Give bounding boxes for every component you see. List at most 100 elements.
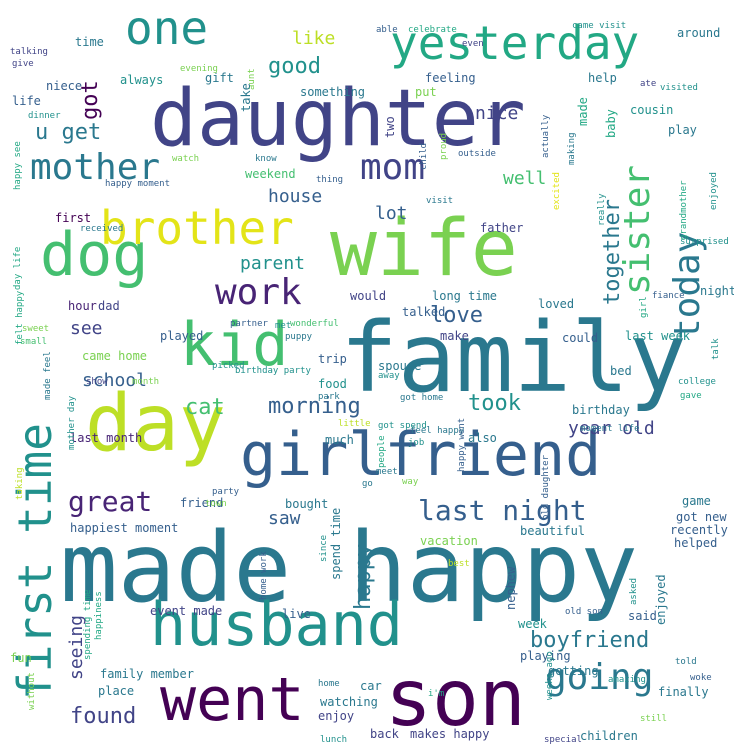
- word: happiest moment: [70, 521, 179, 535]
- word: birthday: [572, 403, 630, 417]
- word: great: [68, 485, 153, 518]
- word: makes happy: [410, 727, 490, 741]
- word: bed: [610, 364, 632, 378]
- word: dog: [40, 220, 149, 290]
- word: live: [282, 607, 311, 621]
- word: saw: [268, 508, 301, 529]
- word: nephew: [504, 566, 518, 610]
- word: last month: [70, 431, 143, 445]
- word: still: [640, 714, 668, 724]
- word: outside: [458, 149, 496, 159]
- word: old daughter: [541, 454, 551, 520]
- word: year old: [568, 418, 655, 439]
- word: moment life: [580, 424, 640, 434]
- word: told: [675, 657, 697, 667]
- word: around: [677, 26, 721, 40]
- word: away: [378, 371, 400, 381]
- word: picked: [212, 361, 245, 371]
- word: partner: [230, 319, 268, 329]
- word: able: [376, 25, 398, 35]
- word: father: [480, 221, 524, 235]
- word: vacation: [420, 534, 478, 548]
- word: watch: [172, 154, 200, 164]
- word: little: [338, 419, 371, 429]
- word: going: [545, 657, 654, 698]
- word: wonderful: [290, 319, 339, 329]
- word: happiness: [94, 591, 104, 640]
- word: month: [132, 377, 160, 387]
- word: children: [580, 729, 638, 743]
- word: party: [212, 487, 240, 497]
- word: yesterday: [390, 16, 640, 70]
- word: weekend: [245, 167, 296, 181]
- word: made happy: [60, 512, 638, 624]
- word: excited: [552, 172, 562, 210]
- word: good: [268, 54, 321, 79]
- word: made: [576, 97, 590, 126]
- word: home work: [259, 551, 269, 600]
- word: daughter: [150, 74, 526, 164]
- word: love: [430, 303, 483, 328]
- word: talk: [711, 338, 721, 360]
- word: spending time: [83, 589, 93, 660]
- word: sweet: [22, 324, 50, 334]
- word: amazing: [608, 675, 646, 685]
- word: kid: [180, 310, 289, 380]
- word: family member: [100, 667, 194, 681]
- word: day: [85, 379, 226, 469]
- word: trip: [318, 352, 347, 366]
- word: celebrate: [408, 25, 457, 35]
- word: visit: [426, 196, 454, 206]
- word: surprised: [680, 237, 729, 247]
- word: came visit: [572, 21, 627, 31]
- word: mom: [360, 147, 426, 188]
- word: asked: [629, 577, 639, 605]
- word: fiance: [652, 291, 685, 301]
- word: without: [27, 672, 37, 710]
- word: thing: [316, 175, 344, 185]
- word: house: [268, 186, 323, 207]
- word: feel happy: [410, 426, 465, 436]
- word: know: [255, 154, 277, 164]
- word: gave: [680, 391, 702, 401]
- word: got spend: [378, 421, 427, 431]
- word: night: [700, 284, 734, 298]
- word: well: [503, 168, 547, 189]
- word: college: [678, 377, 716, 387]
- word: home: [318, 679, 340, 689]
- word: school: [82, 370, 148, 391]
- word: one: [125, 1, 209, 55]
- word: job: [408, 438, 425, 448]
- word: cat: [185, 395, 225, 420]
- word: went: [160, 665, 305, 735]
- word: received: [80, 224, 124, 234]
- word: wife: [330, 204, 518, 294]
- word: lunch: [320, 735, 348, 745]
- word: meet: [376, 467, 398, 477]
- word: much: [325, 433, 354, 447]
- word: enjoyed: [709, 172, 719, 210]
- word: mother day: [67, 395, 77, 450]
- word: enjoyed: [654, 574, 668, 625]
- word: parent: [240, 253, 306, 274]
- word: spouse: [378, 359, 422, 373]
- word: happy see: [13, 141, 23, 190]
- word: could: [562, 331, 599, 345]
- word: gift: [205, 71, 234, 85]
- word: beautiful: [520, 524, 586, 538]
- word: took: [468, 391, 521, 416]
- word: niece: [46, 79, 83, 93]
- word: last night: [418, 494, 587, 527]
- word: dinner: [28, 111, 61, 121]
- word: people: [377, 435, 387, 468]
- word: evening: [180, 64, 218, 74]
- word: played: [160, 329, 204, 343]
- word: put: [415, 85, 437, 99]
- word: give: [12, 59, 34, 69]
- word: old son: [565, 607, 603, 617]
- word: game: [682, 494, 711, 508]
- word: made feel: [43, 351, 53, 400]
- word: watching: [320, 695, 378, 709]
- word: talked: [402, 305, 446, 319]
